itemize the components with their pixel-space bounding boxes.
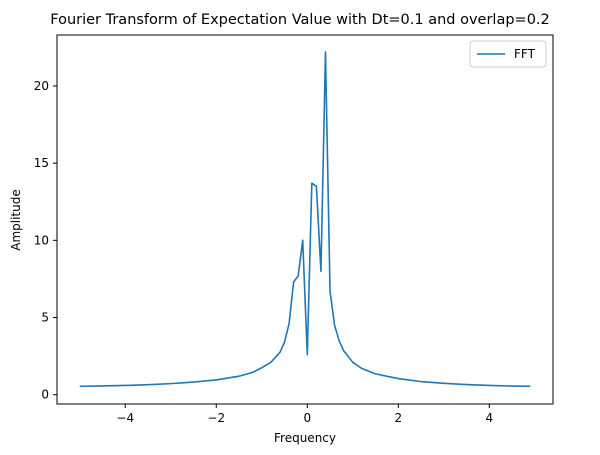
y-axis: 0 5 10 15 20 [34,79,57,402]
y-tick-label: 5 [41,311,49,325]
plot-area [56,34,554,405]
y-tick-label: 20 [34,79,49,93]
x-tick-label: −4 [116,411,134,425]
x-tick-label: 4 [485,411,493,425]
legend-label-fft: FFT [514,47,536,61]
x-axis-label: Frequency [274,431,336,445]
chart-title: Fourier Transform of Expectation Value w… [50,12,550,28]
y-axis-label: Amplitude [9,189,23,251]
legend-box [469,40,547,68]
legend: FFT [469,40,547,68]
x-tick-label: −2 [207,411,225,425]
y-tick-label: 0 [41,388,49,402]
x-axis: −4 −2 0 2 4 [116,404,493,425]
x-tick-label: 2 [394,411,402,425]
series-line-fft [79,51,531,388]
x-tick-label: 0 [303,411,311,425]
y-tick-label: 15 [34,156,49,170]
y-tick-label: 10 [34,233,49,247]
